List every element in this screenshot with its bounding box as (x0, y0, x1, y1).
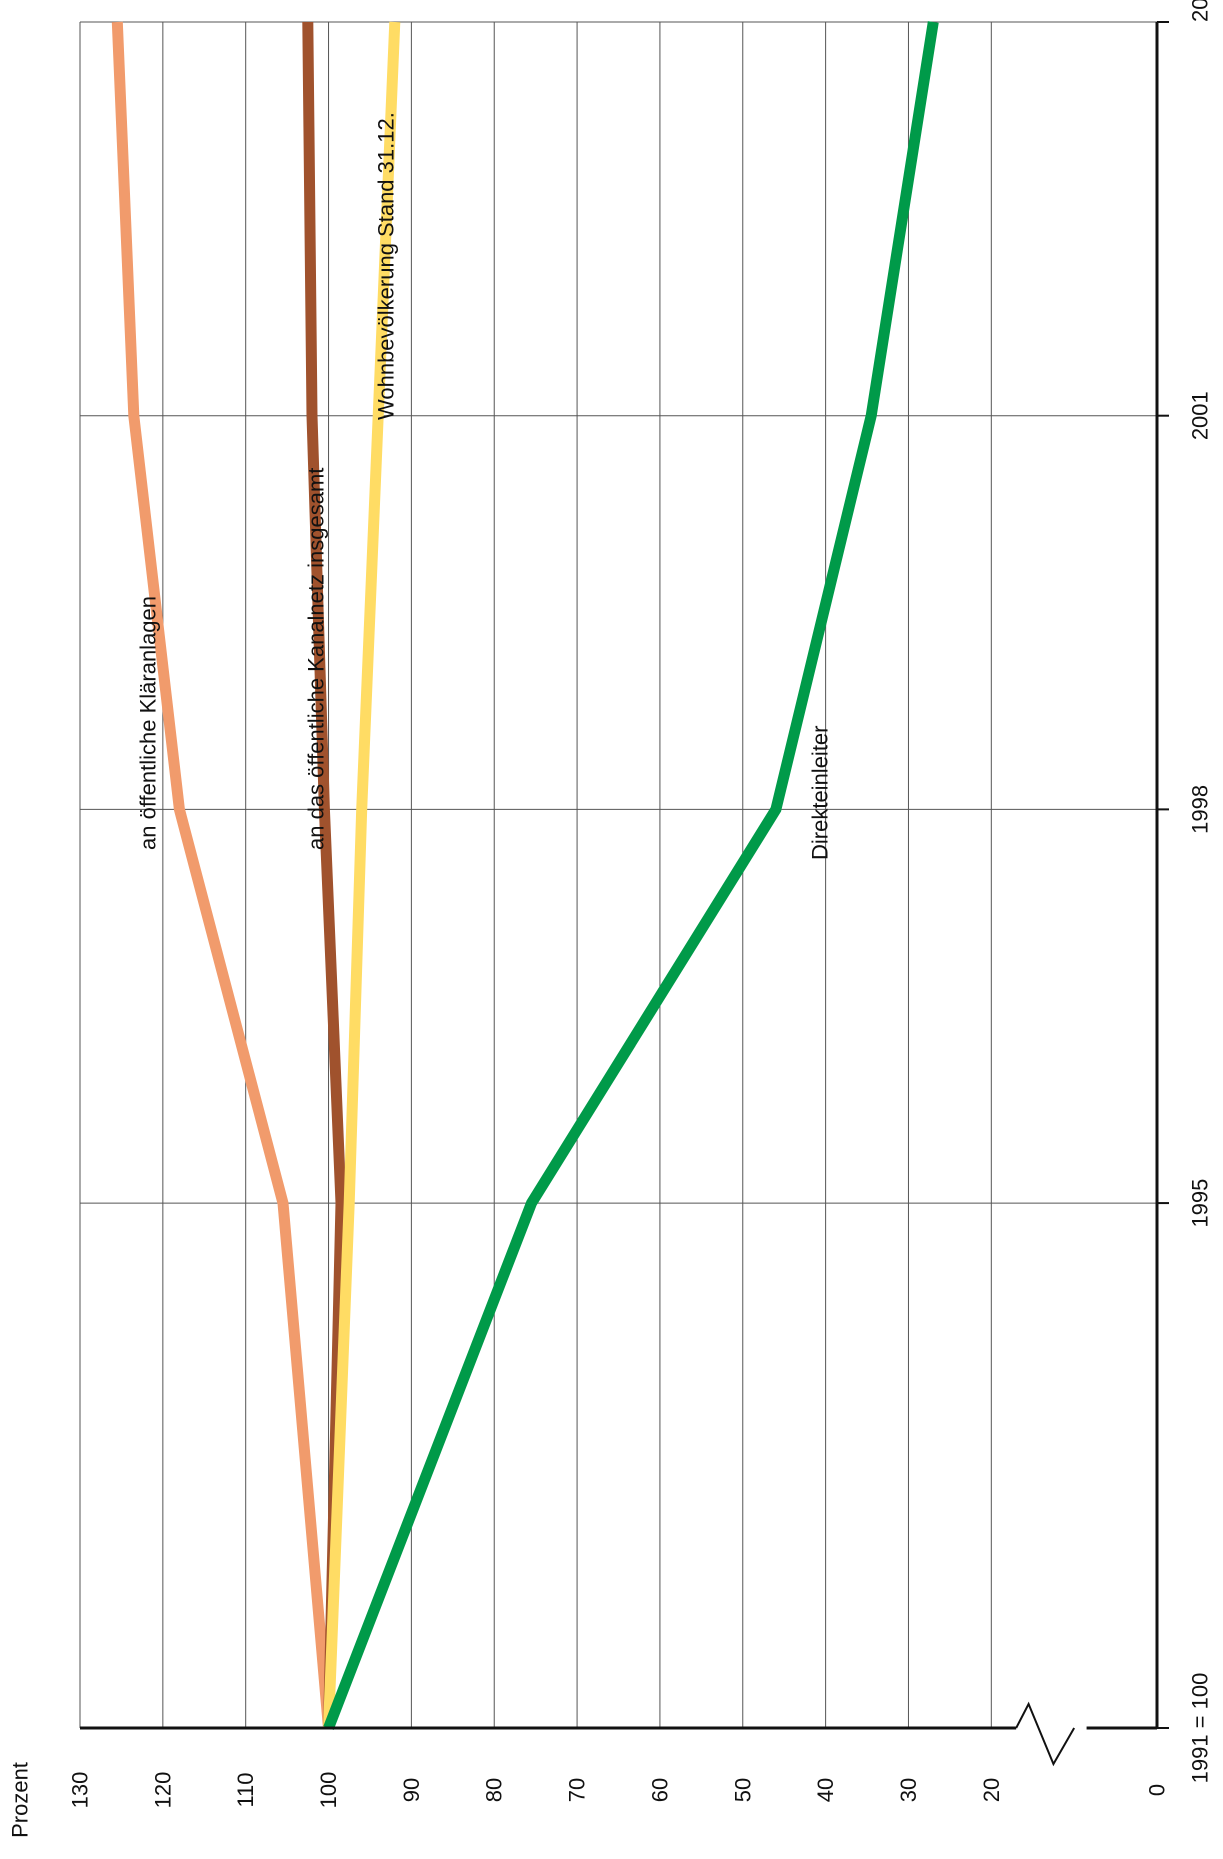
year-tick-label: 1995 (1188, 1179, 1213, 1228)
grid (79, 21, 1157, 1728)
value-tick-label: 90 (399, 1778, 424, 1802)
value-tick-label: 60 (647, 1778, 672, 1802)
series-lines (111, 21, 939, 1730)
year-tick-label: 1991 = 100 (1188, 1673, 1213, 1784)
value-tick-label: 40 (813, 1778, 838, 1802)
value-tick-label: 70 (565, 1778, 590, 1802)
value-tick-label: 120 (150, 1772, 175, 1809)
value-tick-label: 110 (233, 1772, 258, 1807)
tick-labels: 0 20 30 40 50 60 70 80 90 100 110 120 130 Prozent 1991… (8, 0, 1213, 1838)
value-tick-label: 50 (730, 1778, 755, 1802)
axis-break-icon (1015, 1701, 1076, 1767)
series-labels: an öffentliche Kläranlagen an das öffentl… (136, 112, 833, 860)
series-label: Direkteinleiter (808, 726, 833, 861)
series-line-3 (323, 21, 401, 1729)
value-tick-label: 80 (482, 1778, 507, 1802)
series-label: an öffentliche Kläranlagen (136, 596, 161, 850)
axis-title: Prozent (8, 1762, 33, 1838)
year-tick-label: 1998 (1188, 785, 1213, 834)
value-tick-label: 0 (1145, 1784, 1170, 1796)
series-label: an das öffentliche Kanalnetz insgesamt (304, 468, 329, 850)
year-tick-label: 2001 (1188, 391, 1213, 440)
value-tick-label: 130 (68, 1772, 93, 1809)
axes (80, 21, 1169, 1767)
series-line-4 (323, 21, 939, 1730)
value-tick-label: 20 (979, 1778, 1004, 1802)
value-tick-label: 100 (316, 1772, 341, 1809)
value-tick-label: 30 (896, 1778, 921, 1802)
series-line-1 (111, 21, 334, 1729)
year-tick-label: 2004 (1188, 0, 1213, 22)
series-label: Wohnbevölkerung Stand 31.12. (374, 112, 399, 420)
